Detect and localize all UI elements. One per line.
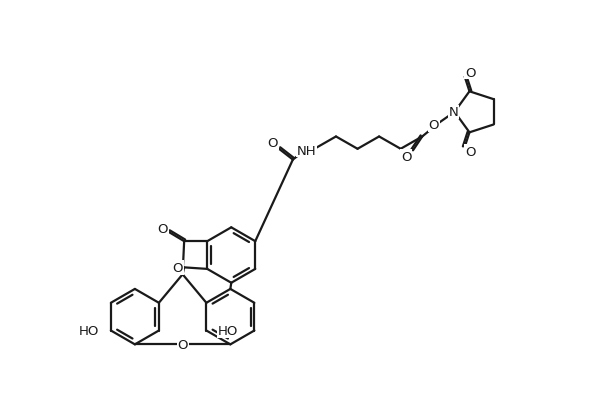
Text: NH: NH [297, 145, 316, 157]
Text: O: O [178, 338, 188, 351]
Text: O: O [158, 223, 168, 236]
Text: O: O [428, 119, 439, 132]
Text: O: O [268, 137, 278, 150]
Text: O: O [465, 146, 475, 159]
Text: N: N [449, 106, 459, 119]
Text: HO: HO [218, 324, 238, 337]
Text: O: O [401, 151, 411, 164]
Text: O: O [465, 66, 475, 79]
Text: O: O [173, 261, 183, 274]
Text: HO: HO [79, 324, 99, 337]
